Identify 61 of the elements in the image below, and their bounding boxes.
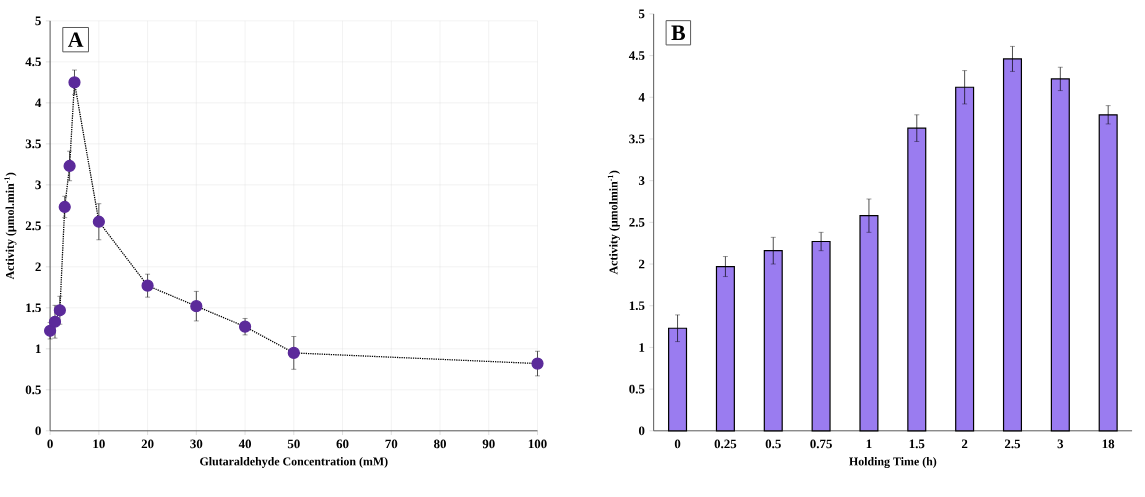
y-tick-label: 3 — [638, 176, 645, 185]
y-tick-label: 0.5 — [629, 384, 645, 394]
x-tick-label: 60 — [336, 439, 349, 449]
x-tick-label: 2 — [961, 439, 968, 448]
x-tick-label: 50 — [287, 439, 300, 449]
x-tick-label: 40 — [238, 439, 252, 449]
y-tick-label: 4 — [638, 92, 645, 102]
y-tick-label: 2.5 — [629, 217, 645, 227]
y-tick-label: 2 — [35, 262, 41, 271]
y-tick-label: 2 — [639, 259, 645, 269]
point — [53, 304, 66, 317]
x-axis-title: Glutaraldehyde Concentration (mM) — [200, 456, 388, 468]
y-tick-label: 2.5 — [25, 221, 41, 231]
x-tick-label: 100 — [528, 439, 547, 449]
y-tick-label: 3.5 — [25, 139, 41, 149]
x-tick-label: 0 — [674, 439, 681, 449]
bar — [955, 86, 975, 432]
x-tick-label: 3 — [1057, 439, 1064, 449]
x-tick-label: 70 — [385, 439, 398, 449]
x-tick-label: 30 — [190, 439, 203, 449]
y-tick-label: 1 — [35, 344, 41, 353]
point — [190, 299, 203, 313]
bar — [668, 327, 688, 432]
y-tick-label: 4.5 — [628, 51, 645, 60]
y-tick-label: 3 — [35, 180, 41, 190]
y-tick-label: 0.5 — [25, 385, 41, 395]
x-tick-label: 1.5 — [909, 439, 925, 449]
y-tick-label: 4.5 — [25, 57, 41, 67]
x-tick-label: 0.5 — [765, 439, 781, 449]
x-tick-label: 18 — [1102, 439, 1115, 449]
point — [531, 357, 544, 370]
y-tick-label: 5 — [638, 9, 645, 19]
point — [58, 200, 71, 213]
y-tick-label: 1 — [639, 343, 645, 352]
y-tick-label: 0 — [638, 426, 645, 435]
x-tick-label: 1 — [866, 439, 872, 448]
y-axis-title: Activity (µmolmin$^{-1}$) — [607, 170, 620, 275]
annotation: B — [671, 25, 686, 40]
point — [63, 159, 76, 172]
x-axis-title: Holding Time (h) — [849, 456, 937, 468]
y-tick-label: 0 — [35, 426, 41, 435]
y-axis-title: Activity (µmol.min$^{-1}$) — [4, 172, 17, 280]
y-tick-label: 3.5 — [629, 134, 645, 144]
x-tick-label: 20 — [141, 439, 154, 449]
x-tick-label: 10 — [93, 439, 105, 449]
x-tick-label: 2.5 — [1004, 439, 1021, 449]
x-tick-label: 0.75 — [810, 439, 832, 449]
point — [287, 346, 300, 359]
x-tick-label: 0.25 — [714, 439, 737, 449]
x-tick-label: 90 — [482, 439, 495, 449]
y-tick-label: 1.5 — [629, 301, 645, 310]
y-tick-label: 4 — [35, 98, 42, 107]
point — [68, 76, 81, 89]
point — [92, 215, 105, 228]
annotation: A — [67, 32, 84, 47]
point — [238, 320, 252, 333]
y-tick-label: 1.5 — [26, 303, 41, 313]
x-tick-label: 0 — [47, 439, 53, 449]
point — [141, 279, 154, 292]
y-tick-label: 5 — [35, 16, 41, 25]
x-tick-label: 80 — [434, 439, 446, 449]
